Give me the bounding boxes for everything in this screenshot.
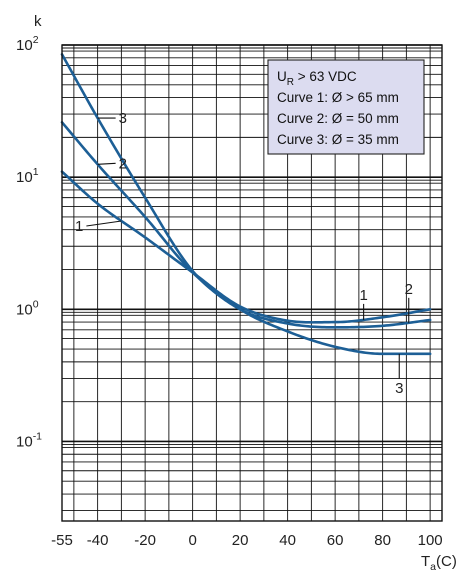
curve-1: [60, 170, 432, 324]
curves: [60, 53, 432, 356]
x-tick-label: 60: [327, 532, 344, 549]
y-axis-label: k: [34, 13, 42, 30]
annotation-label: 1: [359, 287, 367, 304]
legend-entry: Curve 3: Ø = 35 mm: [277, 132, 399, 147]
x-tick-label: -20: [134, 532, 156, 549]
legend-entry: UR > 63 VDC: [277, 69, 357, 88]
x-tick-label: 40: [279, 532, 296, 549]
legend-box: [267, 59, 425, 155]
legend: UR > 63 VDC Curve 1: Ø > 65 mm Curve 2: Ø …: [267, 59, 425, 155]
annotation-label: 3: [119, 110, 127, 127]
plot-frame: [61, 44, 443, 522]
annotation-label: 3: [395, 380, 403, 397]
annotation-label: 1: [75, 218, 83, 235]
x-tick-label: 20: [232, 532, 249, 549]
y-tick-label: 101: [16, 166, 39, 186]
y-tick-label: 102: [16, 34, 39, 54]
axes: -55 -40 -20 0 20 40 60 80 100 102 101 100 10-1 k Ta(C): [16, 13, 457, 572]
x-tick-label: -55: [51, 532, 73, 549]
legend-entry: Curve 1: Ø > 65 mm: [277, 90, 399, 105]
x-axis-label: Ta(C): [421, 553, 457, 572]
legend-entry: Curve 2: Ø = 50 mm: [277, 111, 399, 126]
annotation-label: 2: [119, 155, 127, 172]
x-tick-label: 0: [188, 532, 196, 549]
y-tick-label: 100: [16, 298, 39, 318]
x-tick-label: 100: [418, 532, 443, 549]
x-tick-label: 80: [374, 532, 391, 549]
curve-annotations: 1 2 3 1 2 3: [75, 110, 413, 397]
annotation-leader: [86, 220, 122, 227]
annotation-label: 2: [405, 281, 413, 298]
annotation-leader: [97, 162, 116, 165]
y-tick-label: 10-1: [16, 430, 42, 450]
x-tick-label: -40: [87, 532, 109, 549]
curve-3: [60, 53, 432, 356]
